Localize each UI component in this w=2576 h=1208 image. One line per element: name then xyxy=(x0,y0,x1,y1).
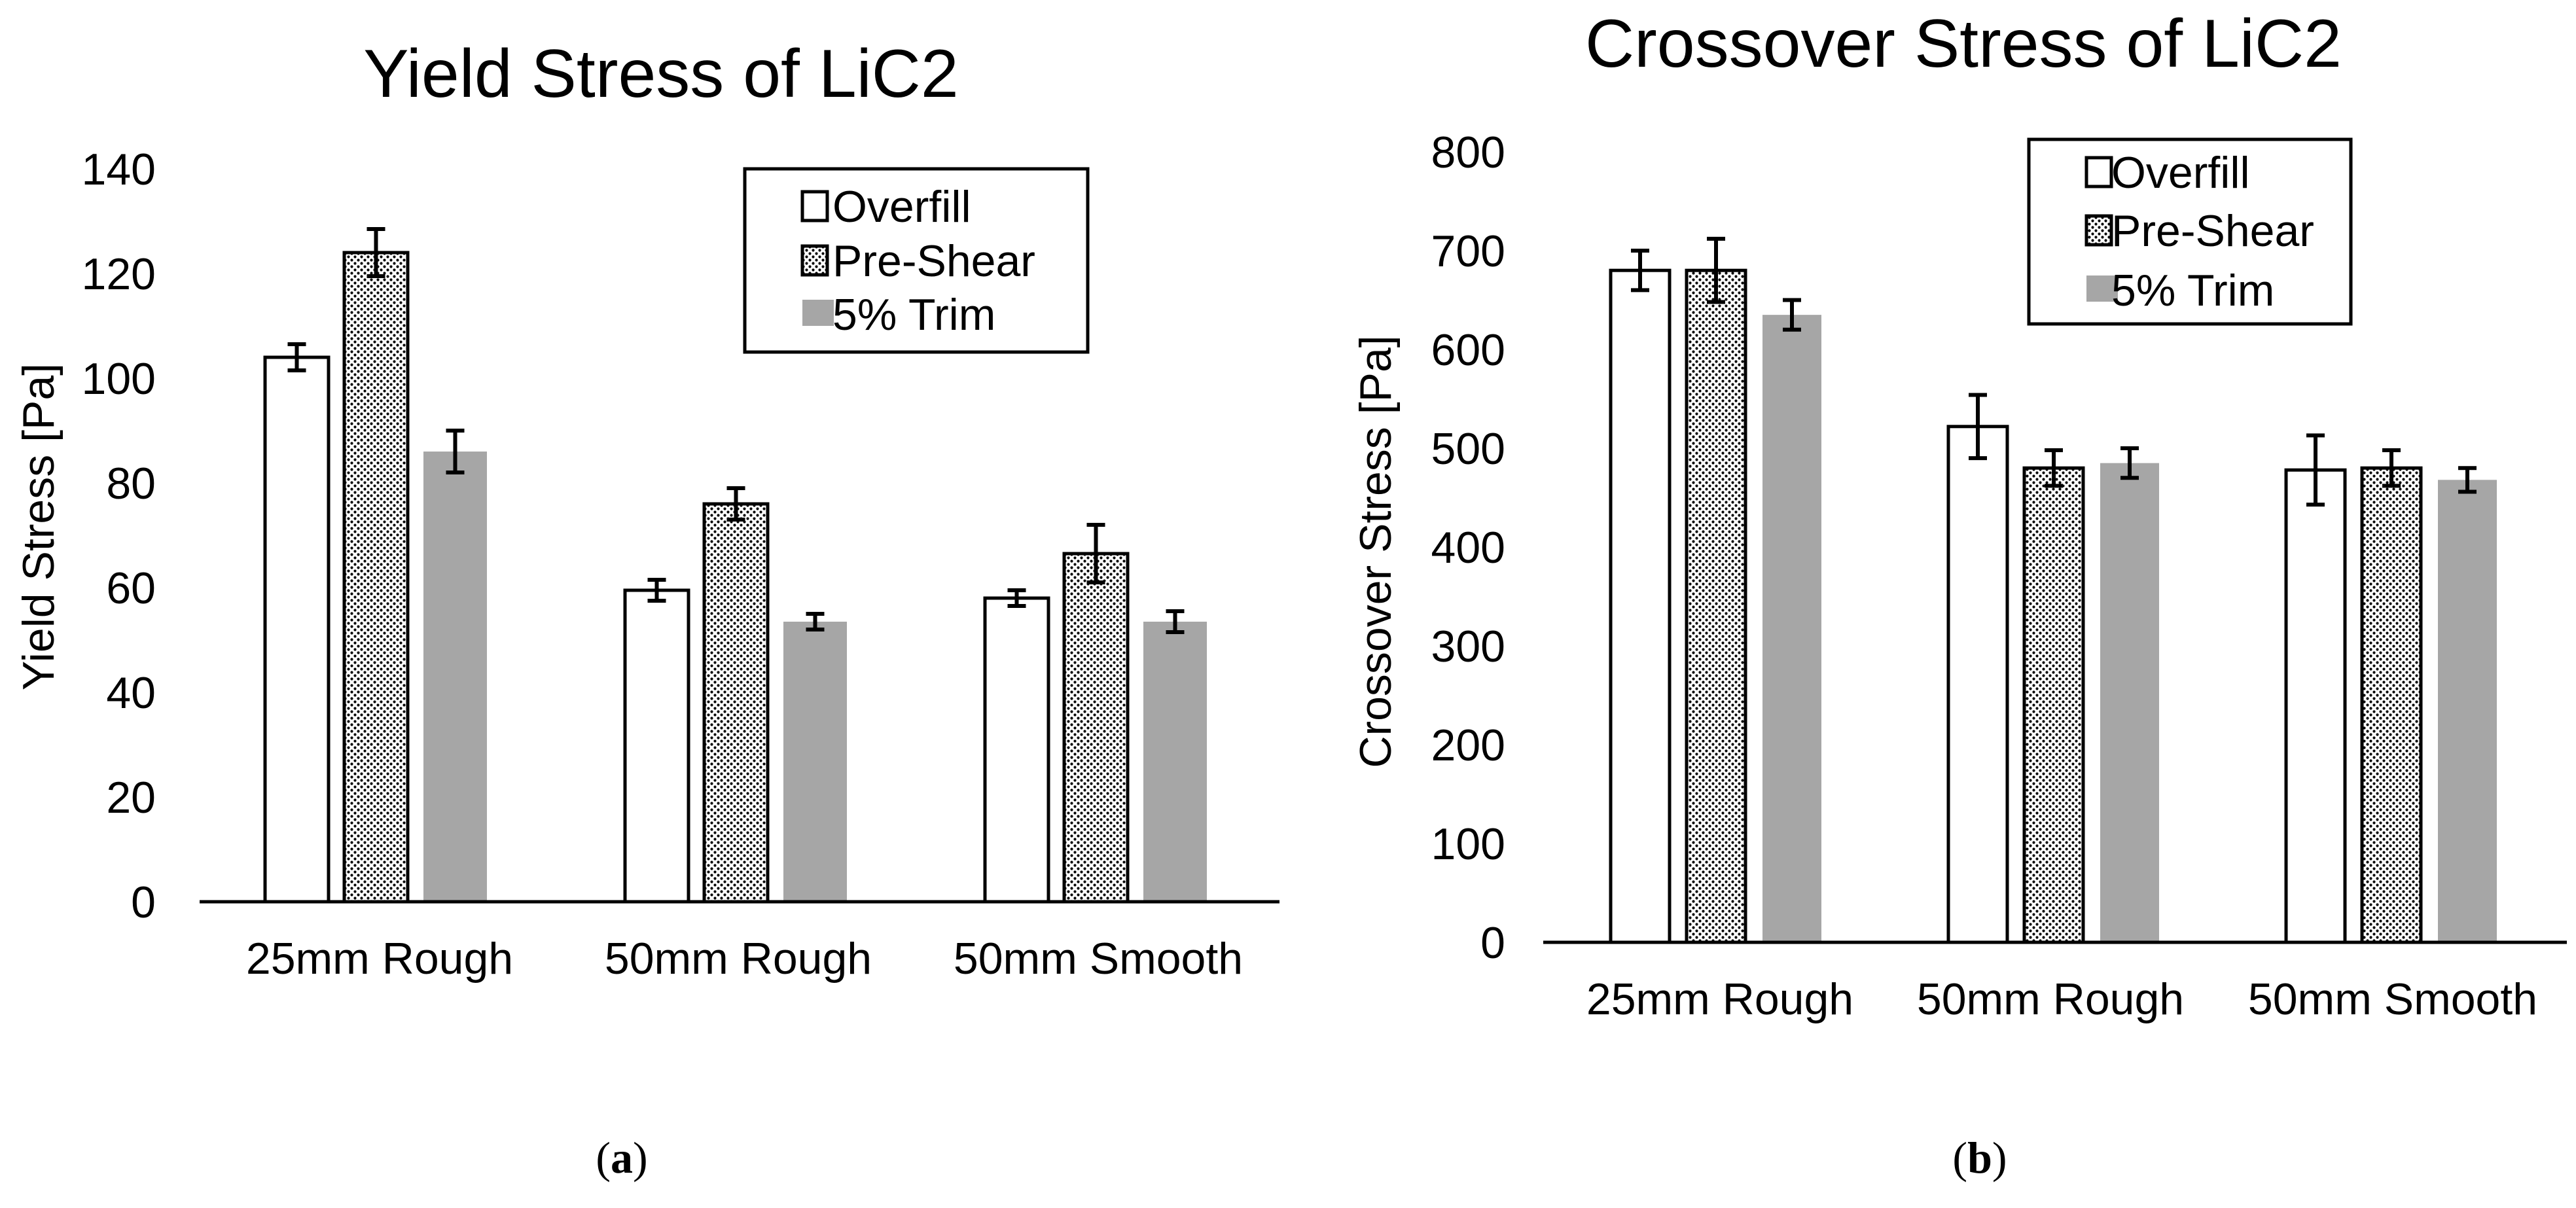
bar-pre-shear xyxy=(702,502,770,904)
bar-overfill xyxy=(1609,268,1672,944)
legend-swatch xyxy=(800,190,829,222)
y-tick-label: 120 xyxy=(82,249,156,299)
bar-pre-shear xyxy=(1062,552,1130,904)
y-tick-label: 100 xyxy=(1431,819,1505,869)
bar-pre-shear xyxy=(2360,466,2423,944)
chart-title: Crossover Stress of LiC2 xyxy=(1585,6,2342,82)
panel-label: (b) xyxy=(1952,1133,2007,1182)
y-tick-label: 800 xyxy=(1431,128,1505,177)
y-tick-label: 400 xyxy=(1431,523,1505,573)
bar-group xyxy=(263,227,1207,904)
y-tick-label: 700 xyxy=(1431,226,1505,276)
y-tick-label: 100 xyxy=(82,354,156,404)
chart-panel-b: Crossover Stress of LiC2 Crossover Stres… xyxy=(1351,6,2567,1182)
y-tick-label: 40 xyxy=(106,668,156,718)
legend-swatch xyxy=(2084,214,2113,247)
bar-pre-shear xyxy=(1685,268,1747,944)
legend-entry: Pre-Shear xyxy=(832,236,1035,286)
bar-group xyxy=(1609,236,2497,944)
legend-entry: Overfill xyxy=(2111,148,2250,198)
bar-overfill xyxy=(2284,468,2347,944)
legend-entry: Overfill xyxy=(832,182,971,232)
chart-title: Yield Stress of LiC2 xyxy=(363,36,958,112)
category-label: 25mm Rough xyxy=(1586,974,1853,1024)
bar-5-trim xyxy=(783,622,847,902)
legend: Overfill Pre-Shear 5% Trim xyxy=(2027,137,2353,326)
category-label: 50mm Rough xyxy=(605,934,872,984)
y-tick-labels: 0 20 40 60 80 100 120 140 xyxy=(82,145,156,927)
y-axis-label: Crossover Stress [Pa] xyxy=(1351,335,1401,768)
bar-5-trim xyxy=(1143,622,1207,902)
y-tick-label: 600 xyxy=(1431,325,1505,375)
bar-pre-shear xyxy=(2022,466,2085,944)
legend-swatch xyxy=(2086,275,2118,302)
y-tick-label: 0 xyxy=(131,878,156,927)
category-labels: 25mm Rough 50mm Rough 50mm Smooth xyxy=(1586,974,2537,1024)
bar-5-trim xyxy=(2438,480,2497,942)
y-tick-label: 200 xyxy=(1431,720,1505,770)
y-tick-label: 140 xyxy=(82,145,156,194)
category-label: 25mm Rough xyxy=(246,934,513,984)
category-label: 50mm Smooth xyxy=(2248,974,2537,1024)
legend-entry: Pre-Shear xyxy=(2111,206,2314,256)
bar-pre-shear xyxy=(342,251,410,904)
bar-5-trim xyxy=(2100,463,2159,942)
y-tick-label: 60 xyxy=(106,563,156,613)
legend-swatch xyxy=(2084,156,2113,188)
category-labels: 25mm Rough 50mm Rough 50mm Smooth xyxy=(246,934,1243,984)
bar-overfill xyxy=(263,355,331,904)
legend-box xyxy=(2027,137,2353,326)
legend-swatch xyxy=(802,300,834,326)
panel-label: (a) xyxy=(596,1133,647,1182)
y-tick-label: 500 xyxy=(1431,424,1505,474)
chart-panel-a: Yield Stress of LiC2 Yield Stress [Pa] 0… xyxy=(14,36,1279,1182)
legend-entry: 5% Trim xyxy=(2111,266,2274,315)
y-tick-labels: 0 100 200 300 400 500 600 700 800 xyxy=(1431,128,1505,968)
y-tick-label: 300 xyxy=(1431,622,1505,671)
category-label: 50mm Smooth xyxy=(954,934,1243,984)
legend-entry: 5% Trim xyxy=(832,290,995,340)
bar-5-trim xyxy=(423,452,487,902)
bar-overfill xyxy=(983,596,1050,904)
y-axis-label: Yield Stress [Pa] xyxy=(14,363,63,690)
y-tick-label: 20 xyxy=(106,773,156,823)
category-label: 50mm Rough xyxy=(1917,974,2184,1024)
y-tick-label: 80 xyxy=(106,459,156,508)
bar-5-trim xyxy=(1762,315,1821,942)
legend-swatch xyxy=(800,244,829,277)
y-tick-label: 0 xyxy=(1480,918,1505,968)
bar-overfill xyxy=(1946,425,2009,944)
bar-overfill xyxy=(623,588,690,904)
